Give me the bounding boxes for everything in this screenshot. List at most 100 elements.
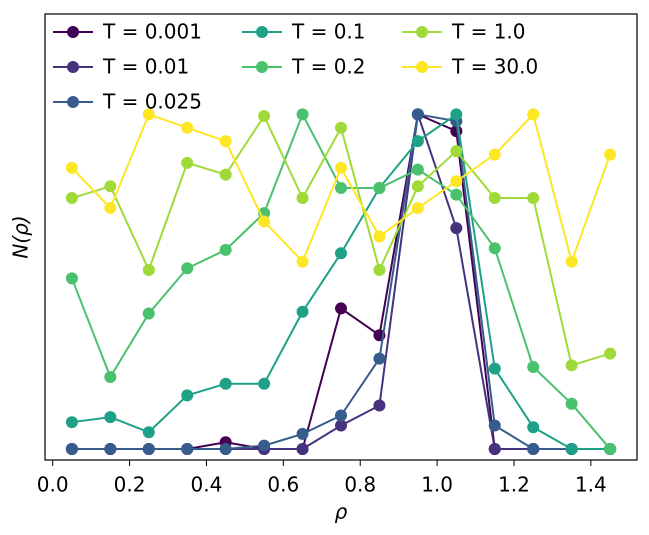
data-point (450, 175, 463, 188)
legend-label: T = 30.0 (451, 55, 538, 79)
data-point (411, 202, 424, 215)
data-point (335, 409, 347, 422)
data-point (488, 242, 501, 255)
series (65, 108, 617, 455)
data-point (373, 230, 386, 243)
legend-label: T = 0.025 (102, 90, 202, 114)
data-point (181, 121, 194, 134)
data-point (65, 442, 78, 455)
legend-marker (67, 26, 79, 38)
data-point (565, 359, 578, 372)
series (65, 110, 617, 372)
data-point (373, 399, 386, 412)
data-point (450, 188, 463, 201)
data-point (450, 108, 463, 121)
data-point (181, 389, 194, 402)
data-point (604, 347, 617, 360)
data-point (488, 419, 501, 432)
legend-label: T = 0.2 (291, 55, 366, 79)
legend-marker (416, 61, 428, 73)
data-point (565, 255, 578, 268)
data-point (411, 163, 424, 176)
data-point (488, 148, 501, 161)
data-point (527, 421, 540, 434)
data-point (411, 135, 424, 148)
data-point (565, 397, 578, 410)
data-point (219, 377, 232, 390)
data-point (181, 262, 194, 275)
data-point (142, 263, 155, 276)
data-point (604, 148, 617, 161)
x-tick-label: 0.2 (114, 473, 146, 497)
data-point (296, 305, 309, 318)
data-point (142, 426, 155, 439)
series (65, 108, 617, 455)
data-point (219, 168, 232, 181)
data-point (335, 302, 347, 315)
data-point (335, 419, 347, 432)
data-point (142, 442, 155, 455)
data-point (104, 442, 117, 455)
data-point (258, 439, 271, 452)
x-tick-label: 0.0 (37, 473, 69, 497)
data-point (142, 307, 155, 320)
legend-marker (256, 26, 268, 38)
data-point (527, 360, 540, 373)
data-point (258, 377, 271, 390)
data-point (488, 192, 501, 205)
data-point (296, 192, 309, 205)
data-point (450, 222, 463, 235)
data-point (411, 108, 424, 121)
legend-label: T = 1.0 (451, 20, 526, 44)
data-point (450, 145, 463, 158)
x-tick-label: 1.2 (498, 473, 530, 497)
legend-marker (67, 61, 79, 73)
series (65, 108, 617, 455)
legend-marker (67, 96, 79, 108)
x-tick-label: 1.4 (575, 473, 607, 497)
data-point (527, 442, 540, 455)
legend-label: T = 0.001 (102, 20, 202, 44)
data-point (104, 371, 117, 384)
data-point (65, 192, 78, 205)
data-point (373, 352, 386, 365)
data-point (335, 161, 347, 174)
data-point (373, 181, 386, 194)
data-point (488, 362, 501, 375)
data-point (296, 108, 309, 121)
data-point (488, 442, 501, 455)
legend-marker (416, 26, 428, 38)
data-point (527, 108, 540, 121)
data-point (219, 442, 232, 455)
data-point (181, 442, 194, 455)
legend-label: T = 0.01 (102, 55, 189, 79)
data-point (258, 110, 271, 123)
legend-label: T = 0.1 (291, 20, 366, 44)
series (65, 108, 617, 455)
data-point (296, 442, 309, 455)
data-point (65, 416, 78, 429)
data-point (65, 272, 78, 285)
data-point (335, 181, 347, 194)
data-point (565, 442, 578, 455)
legend-marker (256, 61, 268, 73)
data-point (219, 135, 232, 148)
data-point (104, 180, 117, 193)
x-tick-label: 0.6 (267, 473, 299, 497)
data-point (296, 427, 309, 440)
series (65, 108, 617, 268)
x-axis-label: ρ (335, 500, 348, 524)
x-tick-label: 0.8 (344, 473, 376, 497)
data-point (296, 255, 309, 268)
series-line (71, 114, 611, 367)
data-point (258, 215, 271, 228)
x-tick-label: 0.4 (191, 473, 223, 497)
series (65, 108, 617, 455)
data-point (181, 156, 194, 169)
data-point (335, 121, 347, 134)
data-point (604, 442, 617, 455)
data-point (104, 202, 117, 215)
data-point (104, 411, 117, 424)
